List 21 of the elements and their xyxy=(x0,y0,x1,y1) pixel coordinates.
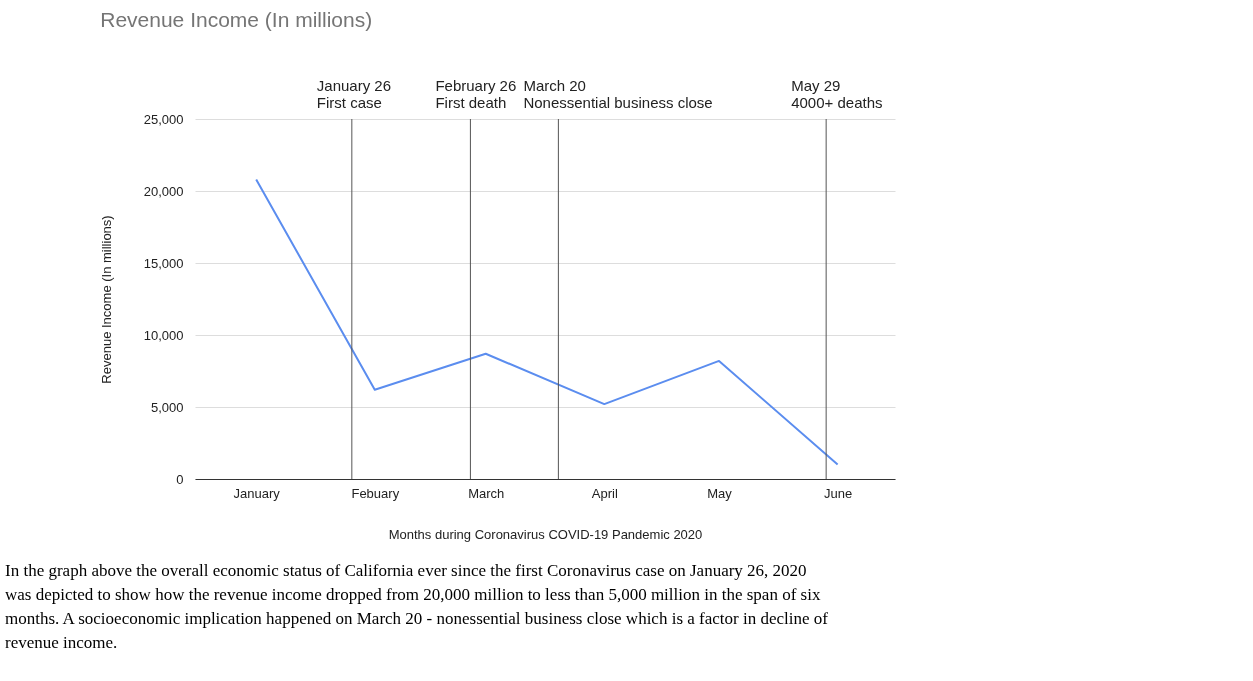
ref-line-label: March 20 Nonessential business close xyxy=(523,77,713,111)
ref-line-label: January 26 First case xyxy=(316,77,392,111)
x-tick-label: Febuary xyxy=(351,485,400,501)
text: In the graph above the overall economic status of California ever since the first Coronavirus case on January 26, 2020 was depicted to show how the revenue income dropped from 20,000 million to less than 5,000 million in the span of six months. A socioeconomic implication happened on March 20 - nonessential business close which is a factor in decline of revenue income. xyxy=(5,561,829,652)
x-tick-label: April xyxy=(591,485,618,501)
ref-line-label: February 26 First death xyxy=(435,77,517,111)
x-axis-title: Months during Coronavirus COVID-19 Pandemic 2020 xyxy=(388,526,703,542)
x-tick-label: January xyxy=(233,485,281,501)
x-tick-label: May xyxy=(707,485,733,501)
chart-title: Revenue Income (In millions) xyxy=(100,8,373,31)
x-tick-label: June xyxy=(824,485,853,501)
y-tick-label: 25,000 xyxy=(143,111,184,127)
y-tick-label: 15,000 xyxy=(143,255,184,271)
y-axis-title: Revenue Income (In millions) xyxy=(98,215,114,384)
y-tick-label: 5,000 xyxy=(150,399,184,415)
y-tick-label: 0 xyxy=(176,471,184,487)
x-tick-label: March xyxy=(468,485,505,501)
ref-line-label: May 29 4000+ deaths xyxy=(791,77,883,111)
line-series xyxy=(255,178,839,466)
y-tick-label: 20,000 xyxy=(143,183,184,199)
y-tick-label: 10,000 xyxy=(143,327,184,343)
